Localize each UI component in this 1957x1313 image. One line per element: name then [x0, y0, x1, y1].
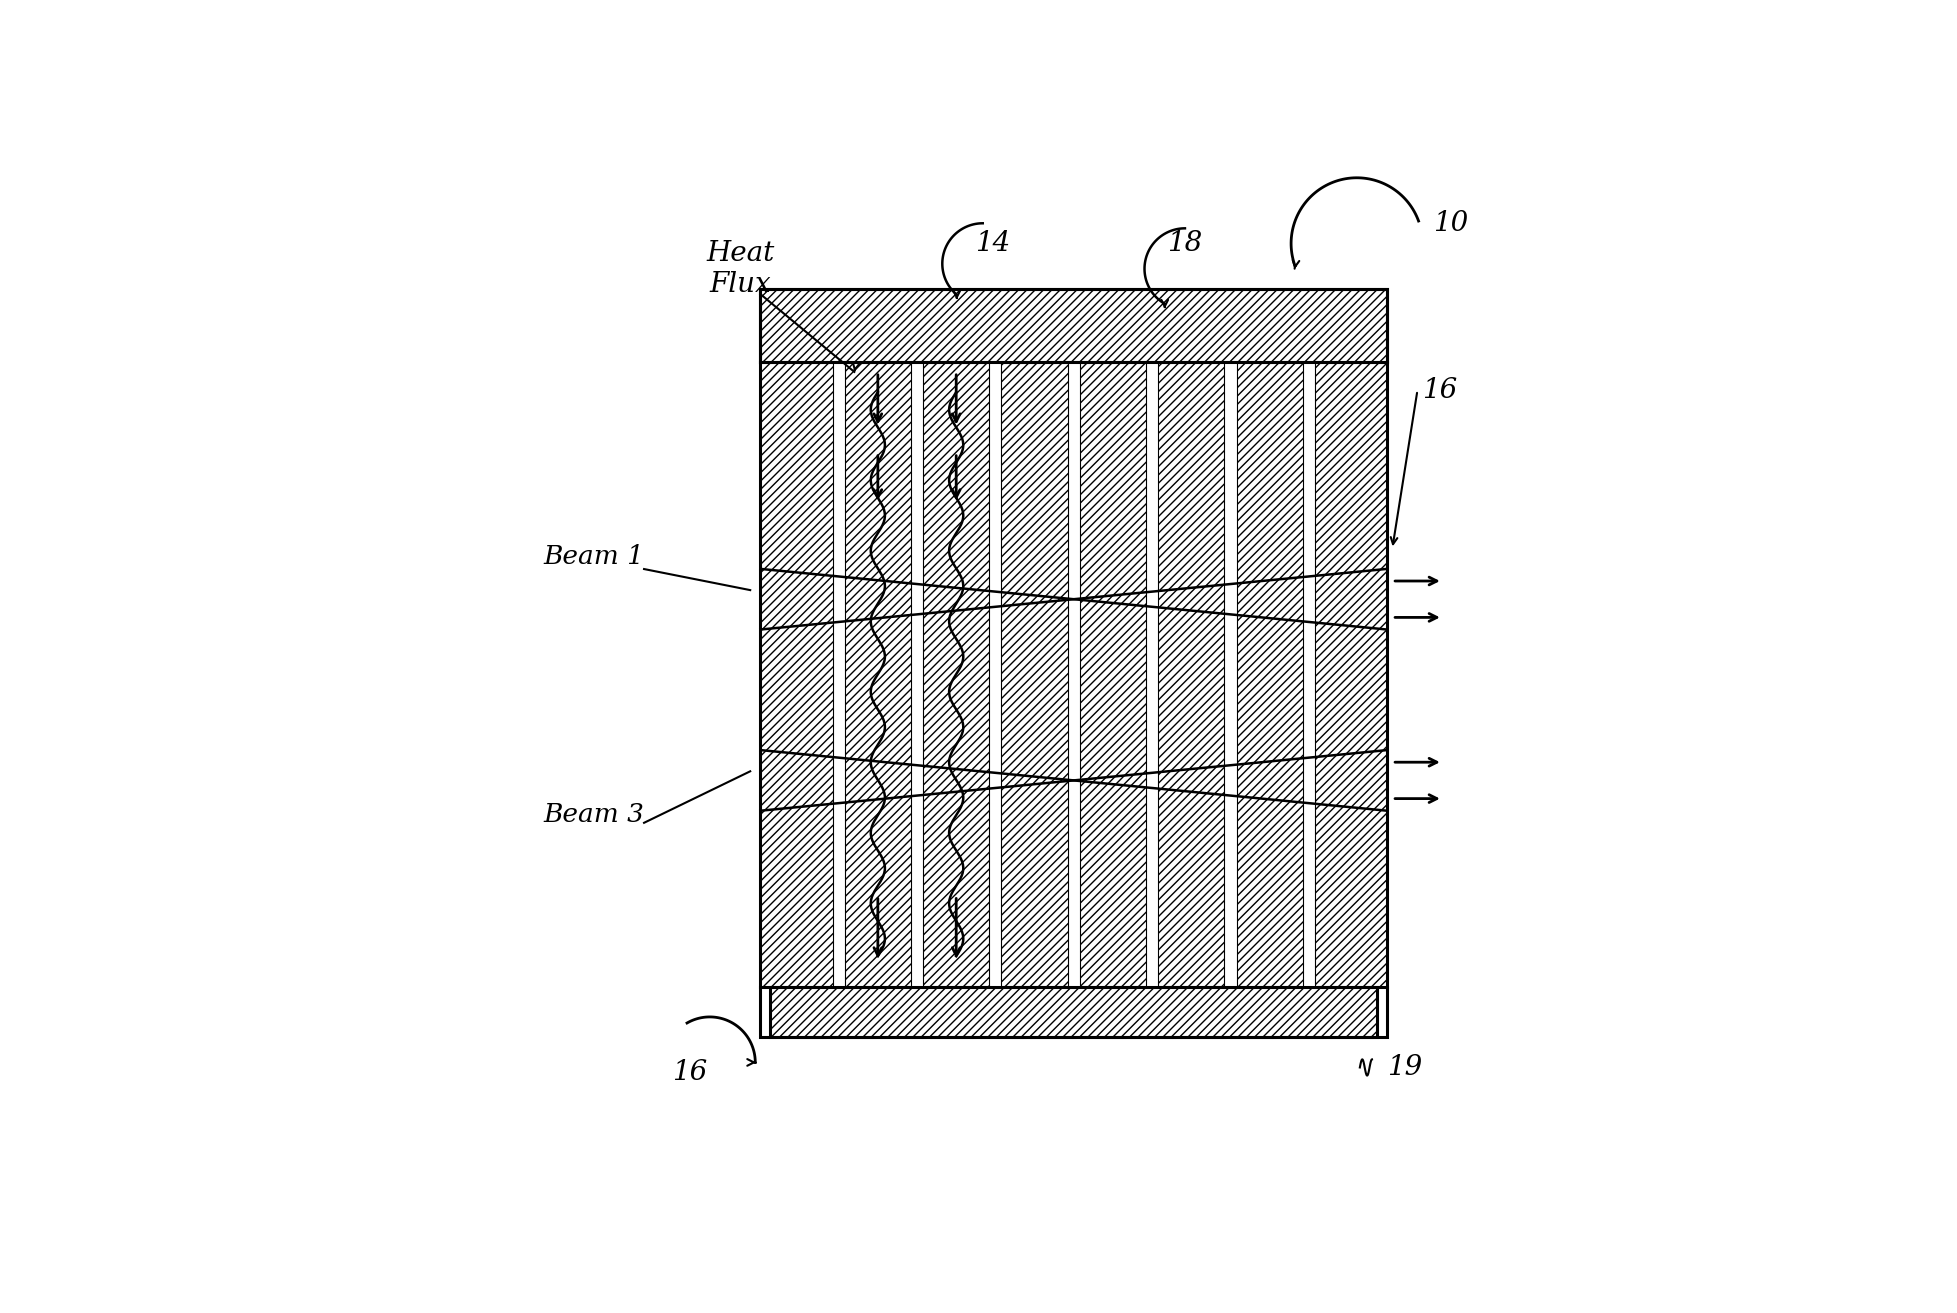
- Text: 14: 14: [975, 230, 1010, 257]
- Bar: [1225, 362, 1237, 986]
- Bar: [1069, 362, 1080, 986]
- Text: Beam 3: Beam 3: [542, 802, 644, 827]
- Text: Beam 1: Beam 1: [542, 545, 644, 570]
- Bar: [990, 362, 1002, 986]
- Text: 19: 19: [1388, 1054, 1423, 1081]
- Text: Heat
Flux: Heat Flux: [706, 240, 775, 298]
- Text: 18: 18: [1166, 230, 1202, 257]
- Text: 10: 10: [1433, 210, 1468, 236]
- Bar: [771, 986, 1378, 1037]
- Bar: [1147, 362, 1159, 986]
- Bar: [761, 289, 1388, 362]
- Bar: [761, 289, 1388, 1037]
- Bar: [1303, 362, 1315, 986]
- Bar: [832, 362, 845, 986]
- Bar: [761, 362, 1388, 986]
- Bar: [910, 362, 924, 986]
- Text: 16: 16: [671, 1060, 706, 1086]
- Text: 16: 16: [1423, 377, 1458, 403]
